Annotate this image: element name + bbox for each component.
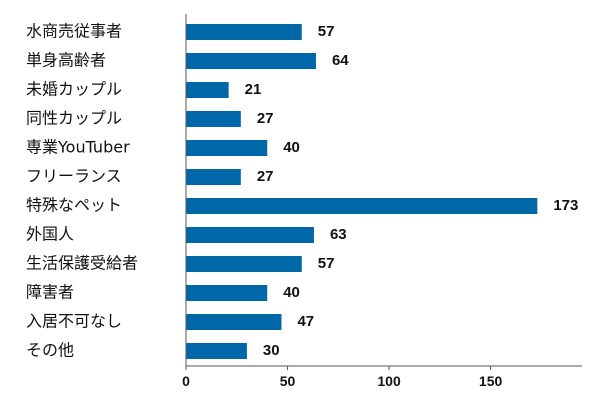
category-label: フリーランス — [26, 167, 122, 186]
data-label: 40 — [283, 284, 300, 301]
x-tick-label: 50 — [280, 373, 296, 389]
category-label: 特殊なペット — [26, 196, 122, 215]
data-label: 27 — [257, 110, 274, 127]
category-label: 外国人 — [26, 225, 74, 244]
bar — [186, 198, 538, 214]
data-label: 21 — [245, 81, 262, 98]
bar — [186, 169, 241, 185]
data-label: 27 — [257, 168, 274, 185]
category-label: 同性カップル — [26, 109, 122, 128]
data-label: 30 — [263, 342, 280, 359]
x-tick-label: 100 — [377, 373, 401, 389]
bar — [186, 314, 282, 330]
data-label: 64 — [332, 52, 349, 69]
category-label: 単身高齢者 — [26, 51, 106, 70]
bar — [186, 111, 241, 127]
data-label: 63 — [330, 226, 347, 243]
bar — [186, 24, 302, 40]
data-label: 57 — [318, 23, 335, 40]
bar — [186, 82, 229, 98]
data-label: 47 — [297, 313, 314, 330]
bar — [186, 343, 247, 359]
bar — [186, 256, 302, 272]
data-label: 173 — [553, 197, 578, 214]
bar — [186, 53, 316, 69]
bar — [186, 227, 314, 243]
category-label: その他 — [26, 341, 74, 360]
value-labels: 57 64 21 27 40 27 173 63 57 40 47 30 — [245, 23, 579, 359]
category-label: 水商売従事者 — [26, 22, 122, 41]
bar — [186, 285, 268, 301]
data-label: 40 — [283, 139, 300, 156]
category-label: 障害者 — [26, 283, 74, 302]
x-tick-label: 0 — [182, 373, 190, 389]
data-label: 57 — [318, 255, 335, 272]
bars — [186, 24, 538, 359]
category-label: 生活保護受給者 — [26, 254, 138, 273]
category-label: 未婚カップル — [26, 80, 122, 99]
category-label: 専業YouTuber — [26, 138, 130, 157]
category-label: 入居不可なし — [26, 312, 122, 331]
x-axis-ticks: 0 50 100 150 — [182, 366, 503, 389]
x-tick-label: 150 — [479, 373, 503, 389]
bar — [186, 140, 268, 156]
